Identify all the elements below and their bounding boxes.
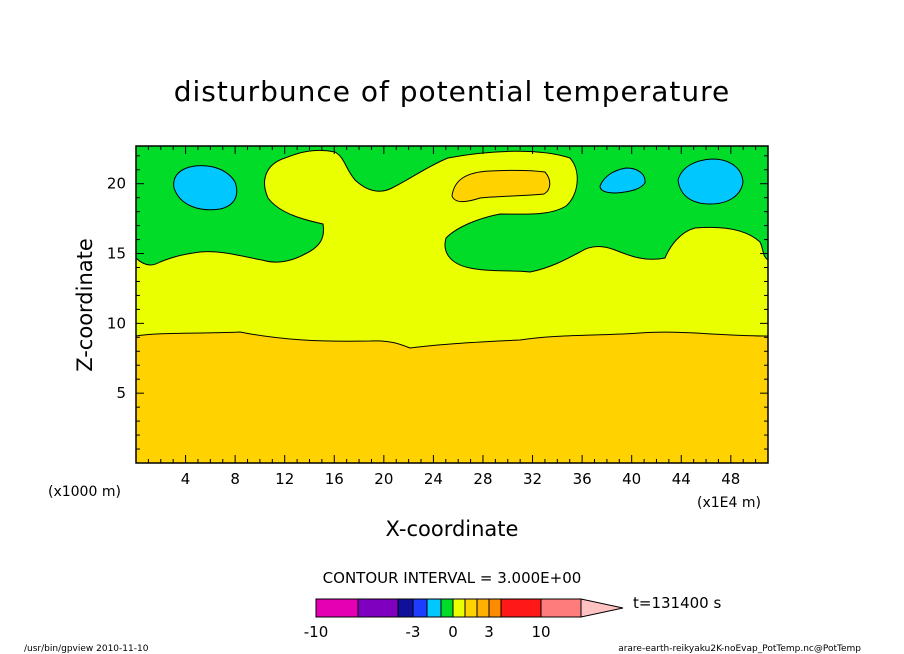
colorbar-arrow [580,598,624,618]
colorbar-segment [397,598,414,618]
colorbar-segment [500,598,542,618]
y-tick-label: 20 [107,175,126,193]
x-tick-labels: 4 8 12 16 20 24 28 32 36 40 44 48 [181,470,741,488]
x-tick-label: 32 [523,470,542,488]
x-tick-label: 44 [672,470,691,488]
colorbar-label: -10 [304,623,329,641]
colorbar-segment [488,598,502,618]
colorbar-segment [464,598,478,618]
colorbar-segment [426,598,442,618]
colorbar-segment [315,598,359,618]
y-tick-label: 10 [107,314,126,332]
colorbar-label: 3 [484,623,494,641]
colorbar-label: 0 [448,623,458,641]
y-tick-labels: 5 10 15 20 [107,175,126,402]
plot-area [135,145,769,464]
plot-frame [135,145,769,464]
colorbar [315,598,624,618]
y-tick-label: 15 [107,245,126,263]
contour-region-minus6-to-minus3-a [173,165,238,211]
tick-marks [136,146,768,463]
colorbar-segment [440,598,454,618]
x-tick-label: 12 [275,470,294,488]
colorbar-label: -3 [406,623,421,641]
x-tick-label: 4 [181,470,191,488]
colorbar-labels: -10 -3 0 3 10 [304,623,551,641]
x-tick-label: 36 [573,470,592,488]
contour-region-minus6-to-minus3-c [677,158,744,205]
x-tick-label: 20 [374,470,393,488]
colorbar-segment [357,598,399,618]
colorbar-segment [452,598,466,618]
footer-right: arare-earth-reikyaku2K-noEvap_PotTemp.nc… [618,644,861,654]
contour-region-3-to-6-pocket [451,169,551,202]
x-tick-label: 8 [230,470,240,488]
colorbar-label: 10 [531,623,550,641]
x-tick-label: 40 [622,470,641,488]
y-axis-label: Z-coordinate [73,238,97,372]
y-tick-label: 5 [116,384,126,402]
colorbar-segment [540,598,582,618]
x-tick-label: 28 [473,470,492,488]
x-tick-label: 24 [424,470,443,488]
time-label: t=131400 s [633,594,721,612]
x-tick-label: 48 [721,470,740,488]
x-axis-label: X-coordinate [386,517,519,541]
colorbar-segment [476,598,490,618]
chart-title: disturbunce of potential temperature [174,75,731,108]
footer-left: /usr/bin/gpview 2010-11-10 [24,644,149,654]
x-unit-label: (x1000 m) [48,484,121,500]
x-tick-label: 16 [325,470,344,488]
colorbar-segment [412,598,428,618]
contour-region-minus6-to-minus3-b [599,167,646,194]
contour-interval-text: CONTOUR INTERVAL = 3.000E+00 [323,569,582,587]
y-unit-label: (x1E4 m) [697,495,761,511]
